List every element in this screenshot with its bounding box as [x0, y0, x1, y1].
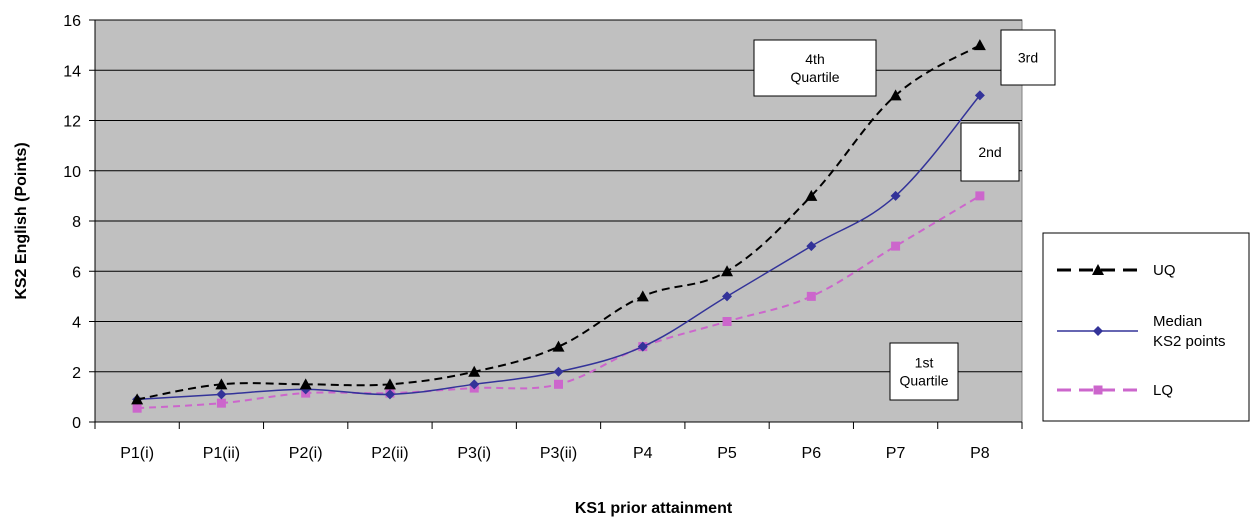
data-point-median-ks2-points [553, 366, 564, 377]
y-tick-label: 12 [63, 114, 81, 131]
y-tick-label: 2 [72, 365, 81, 382]
y-tick-label: 14 [63, 63, 81, 80]
legend-item-lq: LQ [1057, 382, 1173, 399]
annotation-text: 1st [915, 355, 934, 371]
y-tick-label: 6 [72, 264, 81, 281]
y-tick-label: 8 [72, 214, 81, 231]
legend-box [1042, 232, 1250, 422]
data-point-uq [636, 290, 649, 302]
annotation-text: 3rd [1018, 50, 1038, 66]
annotation-box [753, 39, 877, 97]
data-point-median-ks2-points [806, 241, 817, 252]
annotation-box [960, 122, 1020, 182]
data-point-uq [552, 340, 565, 352]
data-point-median-ks2-points [384, 389, 395, 400]
y-tick-label: 16 [63, 13, 81, 30]
annotation-text: 2nd [978, 144, 1001, 160]
annotation-text: 4th [805, 51, 824, 67]
legend-swatch-marker [1093, 326, 1103, 336]
series-line-median-ks2-points [137, 94, 981, 401]
y-tick-label: 10 [63, 164, 81, 181]
data-point-lq [975, 191, 985, 201]
data-point-lq [132, 403, 142, 413]
data-point-lq [554, 379, 563, 389]
y-tick-label: 4 [72, 315, 81, 332]
annotation-text: Quartile [790, 69, 839, 85]
annotation-q4: 4th Quartile [753, 39, 877, 97]
legend: UQ Median KS2 points LQ [1042, 232, 1250, 422]
data-point-uq [383, 378, 396, 390]
data-point-uq [805, 189, 818, 201]
axes: 0 2 4 6 8 10 12 14 16 P1(i) P1(ii) P2(i) P2(ii) P3(i)… [63, 13, 1023, 462]
data-point-uq [721, 265, 734, 277]
annotation-box [889, 342, 959, 401]
x-tick-label: P6 [802, 445, 822, 462]
annotation-text: Quartile [899, 373, 948, 389]
x-tick-label: P2(ii) [371, 445, 408, 462]
data-point-uq [131, 393, 144, 405]
data-point-median-ks2-points [469, 379, 480, 390]
data-point-uq [889, 89, 902, 101]
data-point-lq [722, 317, 732, 326]
legend-label: KS2 points [1153, 333, 1226, 350]
legend-label: LQ [1153, 382, 1173, 399]
x-tick-label: P1(i) [120, 445, 154, 462]
annotation-q2: 2nd [960, 122, 1020, 182]
x-tick-label: P5 [717, 445, 737, 462]
data-point-median-ks2-points [637, 341, 648, 352]
series-uq [131, 39, 986, 405]
data-point-lq [216, 398, 226, 408]
x-tick-label: P7 [886, 445, 906, 462]
series-layer [131, 39, 986, 413]
x-tick-label: P4 [633, 445, 653, 462]
legend-item-uq: UQ [1057, 262, 1176, 279]
data-point-median-ks2-points [216, 389, 227, 400]
data-point-lq [891, 241, 901, 251]
data-point-median-ks2-points [974, 90, 985, 101]
y-tick-label: 0 [72, 415, 81, 432]
legend-label: UQ [1153, 262, 1176, 279]
legend-item-median-ks2-points: Median KS2 points [1057, 313, 1226, 350]
x-tick-label: P2(i) [289, 445, 323, 462]
legend-label: Median [1153, 313, 1202, 330]
legend-swatch-marker [1093, 385, 1103, 395]
data-point-uq [973, 39, 986, 51]
x-tick-label: P3(ii) [540, 445, 577, 462]
data-point-median-ks2-points [722, 291, 733, 302]
annotation-q3: 3rd [1000, 29, 1056, 86]
annotation-q1: 1st Quartile [889, 342, 959, 401]
data-point-uq [215, 378, 228, 390]
series-line-uq [136, 44, 981, 401]
data-point-median-ks2-points [890, 190, 901, 201]
data-point-uq [468, 365, 481, 377]
x-tick-label: P8 [970, 445, 990, 462]
legend-swatch-marker [1092, 264, 1104, 275]
x-tick-label: P1(ii) [203, 445, 240, 462]
annotation-box [1000, 29, 1056, 86]
y-axis-title: KS2 English (Points) [13, 142, 30, 299]
quartile-annotations: 4th Quartile 3rd 2nd 1st Quartile [753, 29, 1056, 401]
data-point-lq [806, 291, 816, 301]
plot-area [94, 19, 1023, 423]
x-tick-label: P3(i) [457, 445, 491, 462]
data-point-uq [299, 378, 312, 390]
x-axis-title: KS1 prior attainment [575, 500, 733, 517]
